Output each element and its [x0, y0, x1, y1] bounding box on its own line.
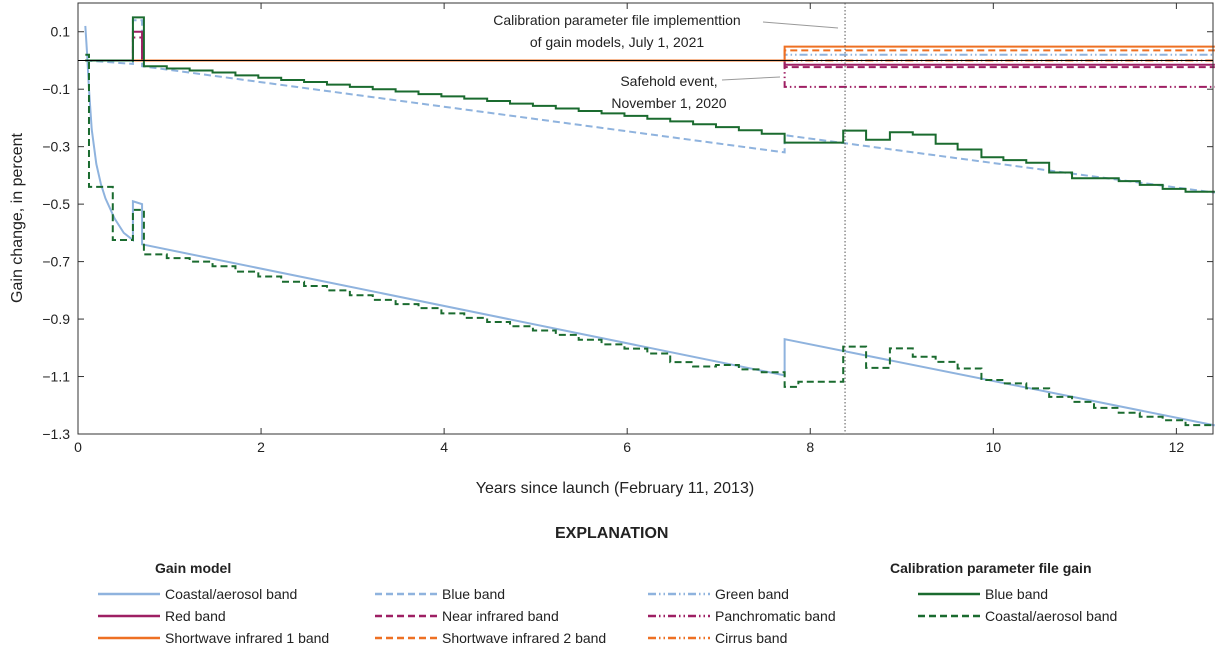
- legend-item-gain-model-shortwave-infrared-1-band: Shortwave infrared 1 band: [98, 630, 329, 646]
- legend-swatch: [918, 592, 980, 596]
- legend-item-gain-model-panchromatic-band: Panchromatic band: [648, 608, 836, 624]
- y-tick-label: −0.3: [42, 139, 70, 155]
- x-tick-label: 8: [806, 439, 814, 455]
- legend-item-gain-model-blue-band: Blue band: [375, 586, 505, 602]
- legend-swatch: [648, 636, 710, 640]
- legend-item-gain-model-shortwave-infrared-2-band: Shortwave infrared 2 band: [375, 630, 606, 646]
- legend-swatch: [98, 636, 160, 640]
- legend-swatch: [648, 592, 710, 596]
- legend-label: Blue band: [442, 586, 506, 602]
- legend-swatch: [375, 636, 437, 640]
- legend-label: Shortwave infrared 1 band: [165, 630, 330, 646]
- x-tick-label: 6: [623, 439, 631, 455]
- legend-label: Coastal/aerosol band: [165, 586, 298, 602]
- legend-label: Near infrared band: [442, 608, 559, 624]
- legend-label: Red band: [165, 608, 226, 624]
- legend-item-gain-model-near-infrared-band: Near infrared band: [375, 608, 559, 624]
- legend-label: Cirrus band: [715, 630, 788, 646]
- legend-label: Blue band: [985, 586, 1049, 602]
- legend-item-gain-model-cirrus-band: Cirrus band: [648, 630, 787, 646]
- y-tick-label: 0.1: [51, 24, 71, 40]
- legend-item-gain-model-red-band: Red band: [98, 608, 226, 624]
- annotation-cpf-line2: of gain models, July 1, 2021: [530, 34, 705, 50]
- x-tick-label: 0: [74, 439, 82, 455]
- legend-swatch: [375, 592, 437, 596]
- legend-item-gain-model-coastal-aerosol-band: Coastal/aerosol band: [98, 586, 297, 602]
- y-tick-label: −0.1: [42, 81, 70, 97]
- legend-item-gain-model-green-band: Green band: [648, 586, 789, 602]
- x-axis-label: Years since launch (February 11, 2013): [476, 480, 754, 497]
- legend-label: Coastal/aerosol band: [985, 608, 1118, 624]
- annotation-cpf-line1: Calibration parameter file implementtion: [493, 12, 740, 28]
- legend-swatch: [98, 614, 160, 618]
- legend-swatch: [375, 614, 437, 618]
- legend-swatch: [918, 614, 980, 618]
- x-tick-label: 2: [257, 439, 265, 455]
- legend-swatch: [648, 614, 710, 618]
- legend-swatch: [98, 592, 160, 596]
- plot-frame: [77, 2, 1214, 435]
- y-axis-label: Gain change, in percent: [9, 133, 26, 303]
- legend-label: Shortwave infrared 2 band: [442, 630, 607, 646]
- legend-label: Green band: [715, 586, 789, 602]
- series-gain-model-panchromatic-band: [85, 59, 1215, 88]
- legend-title: EXPLANATION: [555, 525, 669, 542]
- legend-group-cpf: Calibration parameter file gain: [890, 560, 1092, 576]
- series-gain-model-coastal-aerosol-band: [84, 25, 1216, 427]
- series-calibration-parameter-file-gain-blue-band: [85, 16, 1215, 193]
- y-tick-label: −0.9: [42, 311, 70, 327]
- legend-item-calibration-parameter-file-gain-blue-band: Blue band: [918, 586, 1048, 602]
- annotation-safehold-line1: Safehold event,: [620, 73, 717, 89]
- y-tick-label: −0.7: [42, 254, 70, 270]
- y-tick-label: −0.5: [42, 196, 70, 212]
- x-tick-label: 10: [986, 439, 1002, 455]
- legend-group-gain-model: Gain model: [155, 560, 232, 576]
- series-calibration-parameter-file-gain-coastal-aerosol-band: [85, 53, 1215, 427]
- legend-item-calibration-parameter-file-gain-coastal-aerosol-band: Coastal/aerosol band: [918, 608, 1117, 624]
- y-tick-label: −1.1: [42, 369, 70, 385]
- axes-layer: 0 2 4 6 8 10 12 0.1 −0.1 −0.3 −0.5 −0.7 −0.9 −1.1 −1.3: [42, 3, 1213, 455]
- annotation-safehold-line2: November 1, 2020: [611, 95, 726, 111]
- y-tick-label: −1.3: [42, 426, 70, 442]
- x-tick-label: 4: [440, 439, 448, 455]
- legend-label: Panchromatic band: [715, 608, 836, 624]
- annotation-leader-safehold: [721, 76, 781, 81]
- annotation-leader-cpf: [762, 21, 839, 29]
- x-tick-label: 12: [1169, 439, 1185, 455]
